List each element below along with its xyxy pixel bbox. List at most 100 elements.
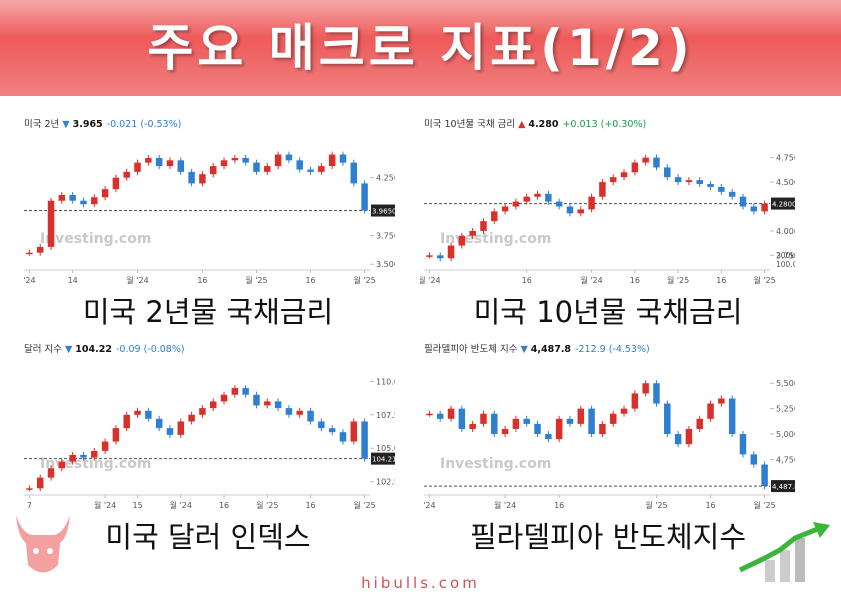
- watermark: Investing.com: [440, 231, 551, 247]
- y-tick-label: 5,000: [776, 430, 795, 439]
- candle: [177, 160, 185, 172]
- candle: [609, 413, 617, 424]
- x-tick-label: 16: [197, 276, 207, 285]
- header-part: 3.965: [73, 119, 103, 130]
- candle: [264, 166, 271, 172]
- chart: 달러 지수 ▼ 104.22 -0.09 (-0.08%) Investing.com 1…: [20, 340, 395, 515]
- candle: [80, 200, 87, 205]
- candle: [231, 388, 239, 395]
- candle: [426, 255, 433, 257]
- header-part: 4.280: [528, 119, 558, 130]
- candle: [620, 172, 628, 178]
- x-tick-label: 16: [716, 276, 726, 285]
- current-label-box: [771, 480, 795, 493]
- header-part: -212.9 (-4.53%): [575, 344, 650, 355]
- watermark: Investing.com: [40, 231, 151, 247]
- candle: [545, 434, 552, 440]
- header-part: -0.021 (-0.53%): [107, 119, 182, 130]
- candle: [761, 464, 768, 487]
- candle: [674, 177, 682, 183]
- candle: [253, 394, 260, 406]
- candle: [339, 432, 347, 442]
- candle: [609, 177, 617, 183]
- candle: [566, 206, 574, 214]
- candle: [318, 421, 325, 429]
- candle: [112, 177, 120, 190]
- candle: [458, 408, 466, 429]
- candle: [101, 441, 109, 451]
- candle: [58, 461, 66, 469]
- candle: [642, 383, 649, 394]
- bull-icon: [16, 515, 70, 573]
- candle: [728, 191, 736, 197]
- candle: [26, 488, 33, 490]
- candle: [264, 401, 271, 406]
- candle: [285, 408, 293, 415]
- x-tick-label: 월 '24: [170, 500, 192, 510]
- x-tick-label: '24: [423, 501, 435, 510]
- candle: [491, 413, 498, 435]
- candle: [112, 428, 120, 442]
- candle: [361, 421, 368, 459]
- x-tick-label: 월 '25: [256, 500, 278, 510]
- chart-caption: 미국 10년물 국채금리: [473, 295, 743, 329]
- x-tick-label: 7: [27, 501, 32, 510]
- candle: [166, 160, 174, 167]
- candle: [718, 186, 725, 192]
- candle: [242, 388, 249, 395]
- candle: [685, 428, 693, 445]
- chart: 미국 2년 ▼ 3.965 -0.021 (-0.53%) Investing.com 3…: [20, 115, 395, 290]
- chart-caption: 미국 달러 인덱스: [105, 520, 311, 554]
- candle: [307, 169, 314, 172]
- chart-caption: 미국 2년물 국채금리: [82, 295, 334, 329]
- current-label-box: [371, 204, 395, 217]
- candle: [339, 154, 347, 163]
- header-part: -0.09 (-0.08%): [116, 344, 185, 355]
- candle: [328, 154, 336, 167]
- y-tick-label: 5,250: [776, 405, 795, 414]
- x-tick-label: 월 '25: [353, 275, 375, 285]
- candle: [350, 421, 358, 442]
- x-tick-label: 월 '24: [420, 275, 441, 285]
- candle: [199, 174, 206, 184]
- candle: [166, 428, 174, 435]
- candle: [36, 246, 44, 253]
- candle: [491, 211, 498, 222]
- candle: [631, 393, 639, 409]
- background: [20, 115, 395, 290]
- candle: [469, 230, 476, 236]
- current-label-box: [371, 452, 395, 465]
- candle: [707, 184, 714, 187]
- candle: [480, 221, 487, 231]
- x-tick-label: 14: [68, 276, 78, 285]
- candle: [534, 423, 541, 435]
- candle: [523, 196, 530, 202]
- candle: [307, 410, 314, 422]
- candle: [534, 193, 541, 197]
- candle: [512, 418, 520, 429]
- candle: [739, 434, 747, 455]
- candle: [739, 196, 747, 207]
- candle: [469, 423, 476, 429]
- candle: [58, 194, 66, 201]
- candle: [209, 166, 217, 175]
- candle: [47, 200, 55, 247]
- candle: [80, 454, 87, 458]
- candle: [512, 201, 520, 207]
- volume-label: 200k: [776, 251, 795, 260]
- current-label: 3.9650: [372, 208, 395, 216]
- candle: [653, 383, 660, 404]
- x-tick-label: 월 '25: [645, 500, 667, 510]
- candle: [664, 167, 671, 178]
- y-tick-label: 105.00: [376, 444, 395, 453]
- candle: [134, 410, 141, 415]
- x-tick-label: 16: [305, 276, 315, 285]
- candle: [436, 255, 444, 259]
- trend-arrow: ▼: [62, 119, 70, 130]
- chart-header: 필라델피아 반도체 지수 ▼ 4,487.8 -212.9 (-4.53%): [424, 343, 650, 355]
- candle: [188, 414, 195, 422]
- x-tick-label: 월 '25: [753, 275, 775, 285]
- candle: [750, 454, 758, 465]
- x-tick-label: 월 '24: [494, 500, 516, 510]
- candle: [123, 414, 130, 429]
